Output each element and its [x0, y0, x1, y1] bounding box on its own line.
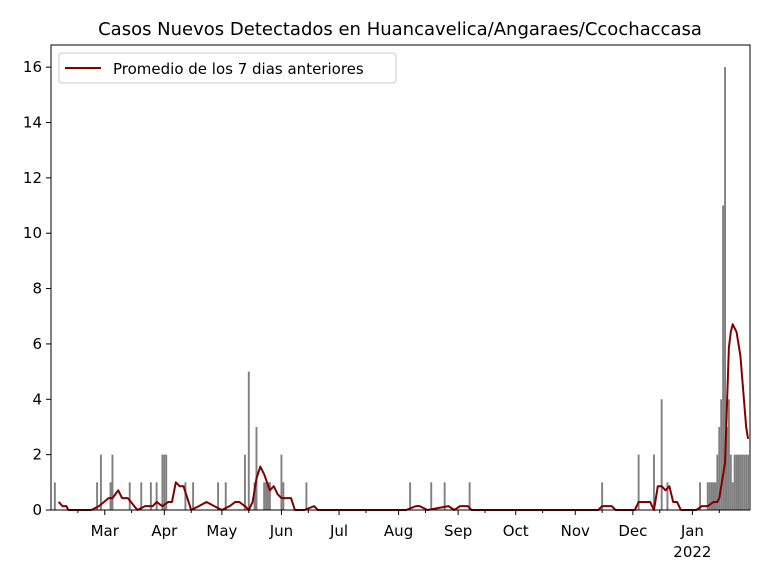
bar [637, 454, 640, 510]
bar [666, 482, 669, 510]
bar [282, 482, 285, 510]
y-tick-label: 4 [32, 390, 42, 408]
bar [729, 454, 732, 510]
bar [430, 482, 433, 510]
bar [217, 482, 220, 510]
x-tick-label: Jul [329, 522, 348, 540]
bar [733, 454, 736, 510]
bar [99, 454, 102, 510]
bar [96, 482, 99, 510]
bar [745, 454, 748, 510]
x-tick-label: Apr [151, 522, 178, 540]
bar [653, 454, 655, 510]
bar [192, 482, 195, 510]
bar [165, 454, 168, 510]
y-tick-label: 10 [23, 224, 42, 242]
bar [155, 482, 158, 510]
bar [443, 482, 446, 510]
legend-label: Promedio de los 7 dias anteriores [113, 60, 364, 78]
bar [255, 426, 258, 510]
x-tick-label: Jun [269, 522, 293, 540]
bar [263, 482, 266, 510]
y-tick-label: 2 [32, 446, 42, 464]
bar [727, 399, 730, 510]
bar [716, 454, 719, 510]
bar [699, 482, 702, 510]
bar [243, 454, 246, 510]
bars-layer [53, 67, 750, 511]
bar [163, 454, 166, 510]
y-axis: 0 2 4 6 8 10 12 14 16 [23, 58, 51, 519]
bar [720, 399, 723, 510]
average-line [57, 323, 750, 511]
x-tick-label: Sep [444, 522, 472, 540]
bar [53, 482, 56, 510]
bar [149, 482, 152, 510]
plot-frame [50, 44, 751, 511]
bar [660, 399, 663, 510]
bar [140, 482, 143, 510]
bar [708, 482, 711, 510]
bar [706, 482, 709, 510]
bar [722, 205, 725, 511]
x-tick-label: Dec [618, 522, 647, 540]
bar [741, 454, 744, 510]
bar [468, 482, 471, 510]
bar [128, 482, 131, 510]
bar [718, 426, 721, 510]
x-tick-label: Nov [561, 522, 590, 540]
bar [280, 454, 283, 510]
line-layer [57, 323, 750, 511]
x-tick-label: Oct [503, 522, 529, 540]
bar [710, 482, 713, 510]
y-tick-label: 8 [32, 280, 42, 298]
y-tick-label: 6 [32, 335, 42, 353]
bar [714, 482, 717, 510]
bar [305, 482, 308, 510]
y-tick-label: 14 [23, 114, 42, 132]
y-tick-label: 12 [23, 169, 42, 187]
bar [601, 482, 604, 510]
bar [184, 482, 187, 510]
x-axis: Mar Apr May Jun Jul Aug Sep Oct Nov Dec Jan 2022 [77, 510, 720, 561]
bar [747, 454, 750, 510]
bar [737, 454, 740, 510]
bar [161, 454, 164, 510]
bar [268, 482, 271, 510]
bar [247, 371, 250, 510]
bar [109, 482, 112, 510]
bar [409, 482, 412, 510]
x-tick-sublabel: 2022 [673, 543, 711, 561]
bar [265, 482, 268, 510]
y-tick-label: 16 [23, 58, 42, 76]
bar [726, 426, 728, 510]
chart-title: Casos Nuevos Detectados en Huancavelica/… [98, 19, 702, 40]
x-tick-label: Aug [384, 522, 413, 540]
bar [712, 482, 715, 510]
x-tick-label: May [206, 522, 237, 540]
legend: Promedio de los 7 dias anteriores [58, 52, 397, 84]
bar [724, 67, 726, 510]
x-tick-label: Jan [680, 522, 704, 540]
bar [743, 454, 746, 510]
legend-frame [58, 52, 397, 84]
x-tick-label: Mar [91, 522, 120, 540]
bar [267, 482, 269, 510]
bar [224, 482, 227, 510]
bar [735, 454, 738, 510]
bar [739, 454, 742, 510]
y-tick-label: 0 [32, 501, 42, 519]
bar [111, 454, 114, 510]
bar [731, 482, 734, 510]
